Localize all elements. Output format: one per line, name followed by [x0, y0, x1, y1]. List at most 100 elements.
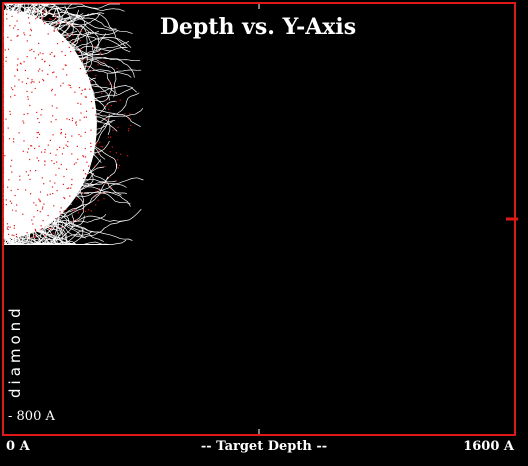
vacancy-point [43, 80, 45, 82]
vacancy-point [87, 66, 89, 68]
vacancy-point [29, 237, 32, 239]
vacancy-point [26, 90, 28, 92]
vacancy-point [66, 168, 68, 170]
vacancy-point [18, 132, 20, 134]
vacancy-point [14, 94, 16, 96]
ion-track [3, 41, 101, 86]
vacancy-point [43, 183, 45, 185]
vacancy-point [43, 21, 45, 23]
vacancy-point [29, 104, 31, 107]
vacancy-point [75, 124, 78, 126]
ion-track [3, 208, 142, 233]
vacancy-point [124, 113, 126, 115]
vacancy-point [22, 150, 24, 152]
vacancy-point [55, 154, 57, 156]
vacancy-point [90, 210, 92, 212]
vacancy-point [103, 61, 105, 63]
vacancy-point [11, 202, 13, 204]
vacancy-point [49, 139, 51, 141]
vacancy-point [24, 34, 26, 36]
vacancy-point [13, 234, 15, 237]
vacancy-point [67, 38, 69, 40]
vacancy-point [56, 107, 58, 109]
ion-track [3, 191, 131, 236]
vacancy-point [115, 152, 117, 154]
vacancy-point [39, 68, 41, 70]
vacancy-point [28, 22, 31, 24]
vacancy-point [4, 49, 6, 51]
vacancy-point [15, 210, 17, 212]
vacancy-point [53, 55, 55, 58]
vacancy-point [15, 233, 18, 235]
vacancy-point [37, 131, 39, 134]
vacancy-point [85, 116, 87, 118]
vacancy-point [67, 141, 69, 143]
vacancy-point [63, 147, 65, 149]
ion-track [3, 139, 65, 201]
vacancy-point [82, 155, 84, 157]
vacancy-point [78, 52, 80, 54]
vacancy-point [54, 14, 56, 17]
vacancy-point [7, 228, 9, 231]
vacancy-point [16, 68, 18, 70]
vacancy-point [36, 132, 38, 134]
ion-track [3, 78, 106, 110]
vacancy-point [40, 225, 42, 227]
vacancy-point [7, 186, 9, 188]
vacancy-point [27, 96, 29, 98]
vacancy-point [44, 149, 46, 151]
vacancy-point [127, 155, 129, 157]
vacancy-point [84, 131, 86, 133]
vacancy-point [70, 51, 72, 53]
vacancy-point [110, 136, 112, 138]
vacancy-point [90, 129, 92, 131]
ion-track [3, 176, 109, 224]
vacancy-point [5, 60, 7, 62]
vacancy-point [47, 73, 49, 75]
vacancy-point [30, 30, 32, 32]
ion-track [3, 17, 32, 78]
vacancy-point [57, 23, 59, 25]
vacancy-point [71, 178, 73, 181]
vacancy-point [25, 82, 28, 85]
vacancy-point [79, 48, 82, 50]
vacancy-point [42, 53, 44, 55]
ion-track [3, 169, 54, 231]
vacancy-point [79, 68, 81, 70]
vacancy-point [9, 226, 11, 228]
vacancy-point [38, 160, 40, 162]
vacancy-point [69, 84, 71, 87]
vacancy-point [41, 70, 43, 72]
ion-track [3, 85, 75, 147]
vacancy-point [29, 170, 31, 172]
vacancy-point [116, 67, 118, 69]
vacancy-point [50, 18, 52, 20]
vacancy-point [39, 191, 42, 193]
vacancy-point [33, 202, 35, 204]
vacancy-point [37, 70, 40, 72]
vacancy-point [85, 73, 87, 75]
vacancy-point [115, 101, 117, 103]
vacancy-point [55, 16, 57, 18]
vacancy-point [14, 85, 16, 87]
vacancy-point [69, 195, 71, 197]
vacancy-point [83, 177, 85, 179]
vacancy-point [51, 186, 54, 188]
vacancy-point [31, 219, 33, 221]
vacancy-point [106, 118, 108, 120]
vacancy-point [80, 103, 82, 105]
vacancy-point [56, 43, 59, 45]
vacancy-point [39, 201, 41, 203]
vacancy-point [128, 128, 130, 130]
vacancy-point [59, 146, 61, 148]
vacancy-point [119, 99, 121, 101]
vacancy-point [6, 18, 8, 20]
ion-track [3, 83, 99, 103]
vacancy-point [30, 82, 32, 84]
vacancy-point [51, 160, 53, 162]
vacancy-point [11, 171, 13, 173]
ion-track [3, 104, 117, 168]
vacancy-point [69, 33, 71, 35]
vacancy-point [60, 163, 62, 166]
vacancy-point [60, 133, 62, 135]
